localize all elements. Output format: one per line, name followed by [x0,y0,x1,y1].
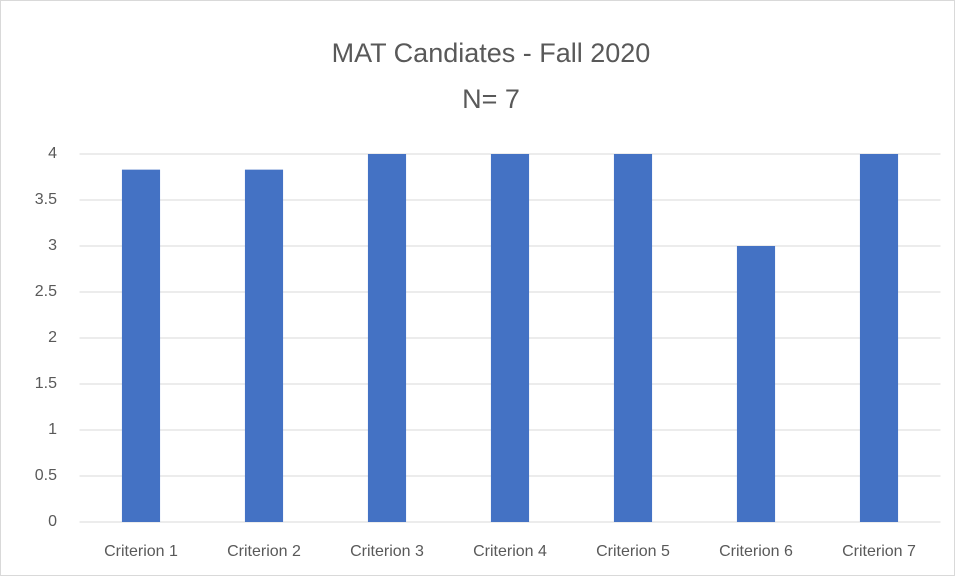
y-tick-label: 2 [48,329,57,346]
bar [367,154,407,522]
x-tick-label: Criterion 2 [227,543,301,560]
x-tick-label: Criterion 6 [719,543,793,560]
y-tick-label: 2.5 [35,283,57,300]
y-tick-label: 3 [48,237,57,254]
bar [613,154,653,522]
y-tick-label: 3.5 [35,191,57,208]
chart-title: MAT Candiates - Fall 2020 [332,38,651,68]
bar [859,154,899,522]
bar [490,154,530,522]
bar [244,169,284,522]
x-tick-label: Criterion 5 [596,543,670,560]
x-tick-label: Criterion 7 [842,543,916,560]
chart-subtitle: N= 7 [462,84,520,114]
y-tick-label: 4 [48,145,57,162]
bar [736,246,776,522]
x-tick-label: Criterion 1 [104,543,178,560]
x-tick-label: Criterion 3 [350,543,424,560]
x-tick-label: Criterion 4 [473,543,547,560]
y-tick-label: 1 [48,421,57,438]
bar [121,169,161,522]
y-tick-label: 0.5 [35,467,57,484]
y-tick-label: 1.5 [35,375,57,392]
y-tick-label: 0 [48,513,57,530]
